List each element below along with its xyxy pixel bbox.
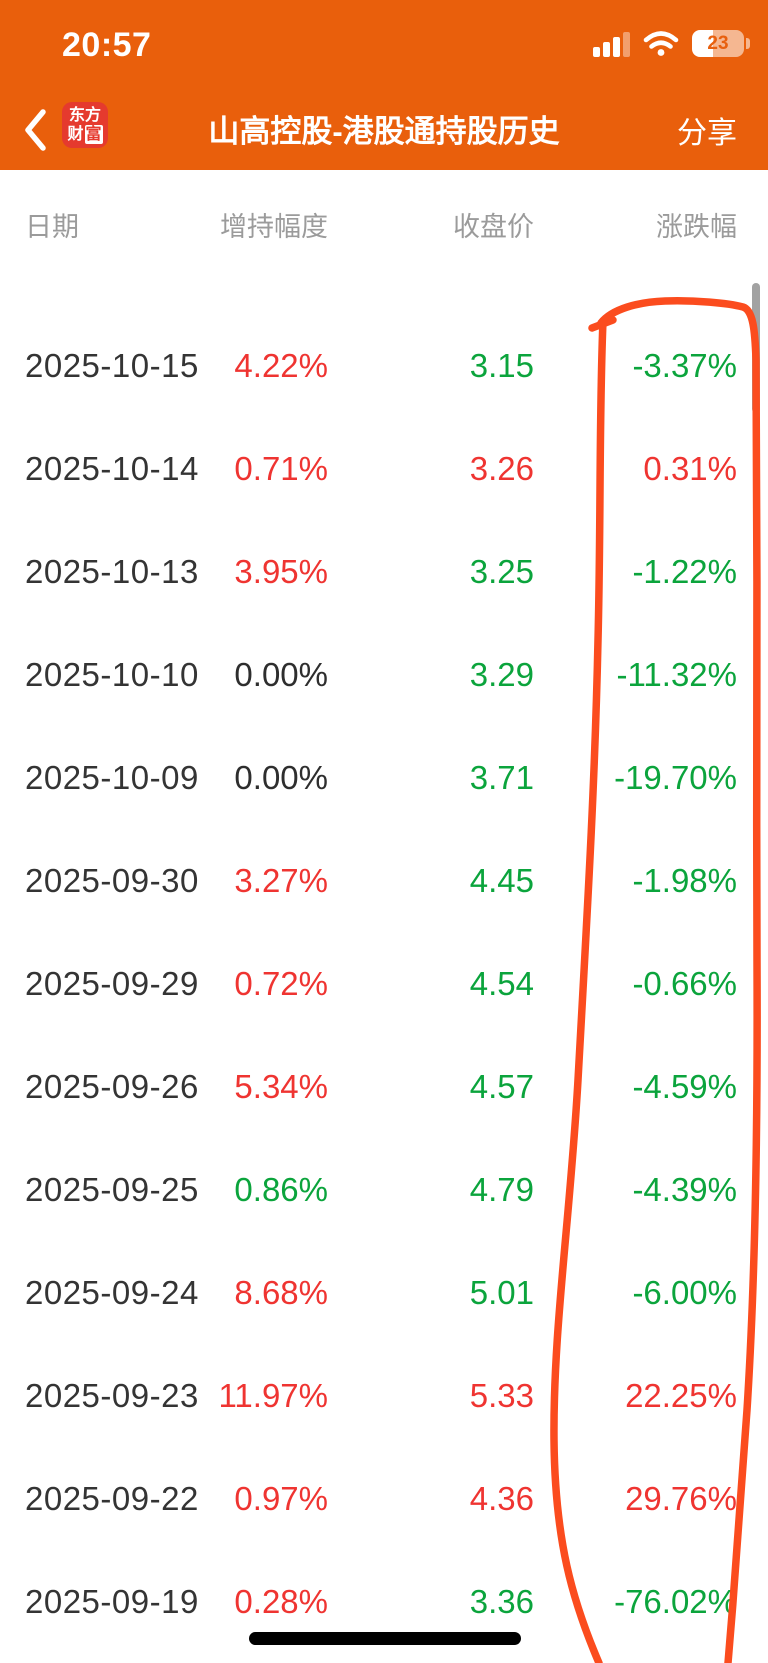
- cell-add-ratio: 3.95%: [234, 552, 328, 590]
- status-icons: 23: [593, 30, 750, 57]
- cell-change-pct: -4.59%: [632, 1067, 737, 1105]
- col-header-close-price: 收盘价: [453, 212, 534, 242]
- cell-date: 2025-09-19: [25, 1582, 199, 1620]
- cell-close-price: 3.25: [469, 552, 534, 590]
- cell-add-ratio: 0.72%: [234, 964, 328, 1002]
- app-header: 20:57 23 东方 财富 山高控股-港股通持股历史: [0, 0, 768, 170]
- scrollbar-thumb[interactable]: [752, 283, 760, 413]
- cell-change-pct: -1.22%: [632, 552, 737, 590]
- cell-date: 2025-09-25: [25, 1170, 199, 1208]
- cell-add-ratio: 0.97%: [234, 1479, 328, 1517]
- cell-date: 2025-09-23: [25, 1376, 199, 1414]
- cell-change-pct: -6.00%: [632, 1273, 737, 1311]
- col-header-change-pct: 涨跌幅: [656, 212, 737, 242]
- eastmoney-logo[interactable]: 东方 财富: [62, 102, 108, 148]
- table-row: 2025-09-23 11.97% 5.33 22.25%: [25, 1344, 737, 1447]
- cell-close-price: 5.01: [469, 1273, 534, 1311]
- col-header-add-ratio: 增持幅度: [220, 212, 328, 242]
- battery-icon: 23: [692, 30, 750, 57]
- home-indicator[interactable]: [249, 1632, 521, 1645]
- cell-close-price: 3.26: [469, 449, 534, 487]
- cell-change-pct: 0.31%: [643, 449, 737, 487]
- cell-close-price: 3.15: [469, 346, 534, 384]
- table-row: 2025-09-29 0.72% 4.54 -0.66%: [25, 932, 737, 1035]
- cell-close-price: 4.54: [469, 964, 534, 1002]
- battery-cap: [746, 38, 750, 49]
- wifi-icon: [643, 31, 679, 56]
- cell-date: 2025-10-14: [25, 449, 199, 487]
- cellular-signal-icon: [593, 31, 630, 57]
- cell-add-ratio: 11.97%: [218, 1376, 328, 1414]
- cell-date: 2025-10-09: [25, 758, 199, 796]
- cell-add-ratio: 4.22%: [234, 346, 328, 384]
- cell-close-price: 4.36: [469, 1479, 534, 1517]
- cell-add-ratio: 0.86%: [234, 1170, 328, 1208]
- col-header-date: 日期: [25, 212, 79, 242]
- cell-add-ratio: 8.68%: [234, 1273, 328, 1311]
- table-row: 2025-09-30 3.27% 4.45 -1.98%: [25, 829, 737, 932]
- cell-close-price: 4.57: [469, 1067, 534, 1105]
- cell-add-ratio: 5.34%: [234, 1067, 328, 1105]
- table-row: 2025-09-22 0.97% 4.36 29.76%: [25, 1447, 737, 1550]
- logo-text-bottom: 财富: [67, 125, 103, 144]
- page-title: 山高控股-港股通持股历史: [208, 114, 560, 149]
- cell-close-price: 3.36: [469, 1582, 534, 1620]
- nav-bar: 东方 财富 山高控股-港股通持股历史 分享: [0, 90, 768, 170]
- table-row: 2025-10-10 0.00% 3.29 -11.32%: [25, 623, 737, 726]
- logo-text-top: 东方: [68, 107, 101, 124]
- cell-add-ratio: 0.00%: [234, 655, 328, 693]
- table-row: 2025-09-26 5.34% 4.57 -4.59%: [25, 1035, 737, 1138]
- cell-add-ratio: 0.28%: [234, 1582, 328, 1620]
- cell-change-pct: -11.32%: [616, 655, 737, 693]
- cell-close-price: 4.79: [469, 1170, 534, 1208]
- cell-date: 2025-09-29: [25, 964, 199, 1002]
- table-row: 2025-09-24 8.68% 5.01 -6.00%: [25, 1241, 737, 1344]
- table-row: 2025-10-09 0.00% 3.71 -19.70%: [25, 726, 737, 829]
- cell-change-pct: -3.37%: [632, 346, 737, 384]
- cell-add-ratio: 0.71%: [234, 449, 328, 487]
- table-row: 2025-10-15 4.22% 3.15 -3.37%: [25, 314, 737, 417]
- status-time: 20:57: [62, 26, 152, 64]
- cell-date: 2025-10-10: [25, 655, 199, 693]
- cell-close-price: 3.29: [469, 655, 534, 693]
- cell-change-pct: -1.98%: [632, 861, 737, 899]
- battery-percent: 23: [707, 32, 729, 54]
- cell-change-pct: -4.39%: [632, 1170, 737, 1208]
- share-button[interactable]: 分享: [677, 117, 737, 150]
- table-header: 日期 增持幅度 收盘价 涨跌幅: [25, 205, 737, 244]
- cell-date: 2025-10-15: [25, 346, 199, 384]
- cell-close-price: 3.71: [469, 758, 534, 796]
- cell-add-ratio: 3.27%: [234, 861, 328, 899]
- cell-close-price: 5.33: [469, 1376, 534, 1414]
- table-row: 2025-09-25 0.86% 4.79 -4.39%: [25, 1138, 737, 1241]
- cell-close-price: 4.45: [469, 861, 534, 899]
- cell-change-pct: -19.70%: [614, 758, 737, 796]
- cell-change-pct: 22.25%: [625, 1376, 737, 1414]
- table-row: 2025-10-14 0.71% 3.26 0.31%: [25, 417, 737, 520]
- cell-change-pct: -76.02%: [614, 1582, 737, 1620]
- cell-date: 2025-09-26: [25, 1067, 199, 1105]
- cell-date: 2025-10-13: [25, 552, 199, 590]
- table-body: 2025-10-15 4.22% 3.15 -3.37% 2025-10-14 …: [25, 314, 737, 1653]
- cell-date: 2025-09-24: [25, 1273, 199, 1311]
- cell-date: 2025-09-30: [25, 861, 199, 899]
- cell-date: 2025-09-22: [25, 1479, 199, 1517]
- cell-change-pct: -0.66%: [632, 964, 737, 1002]
- back-button[interactable]: [22, 108, 48, 152]
- cell-change-pct: 29.76%: [625, 1479, 737, 1517]
- cell-add-ratio: 0.00%: [234, 758, 328, 796]
- table-row: 2025-10-13 3.95% 3.25 -1.22%: [25, 520, 737, 623]
